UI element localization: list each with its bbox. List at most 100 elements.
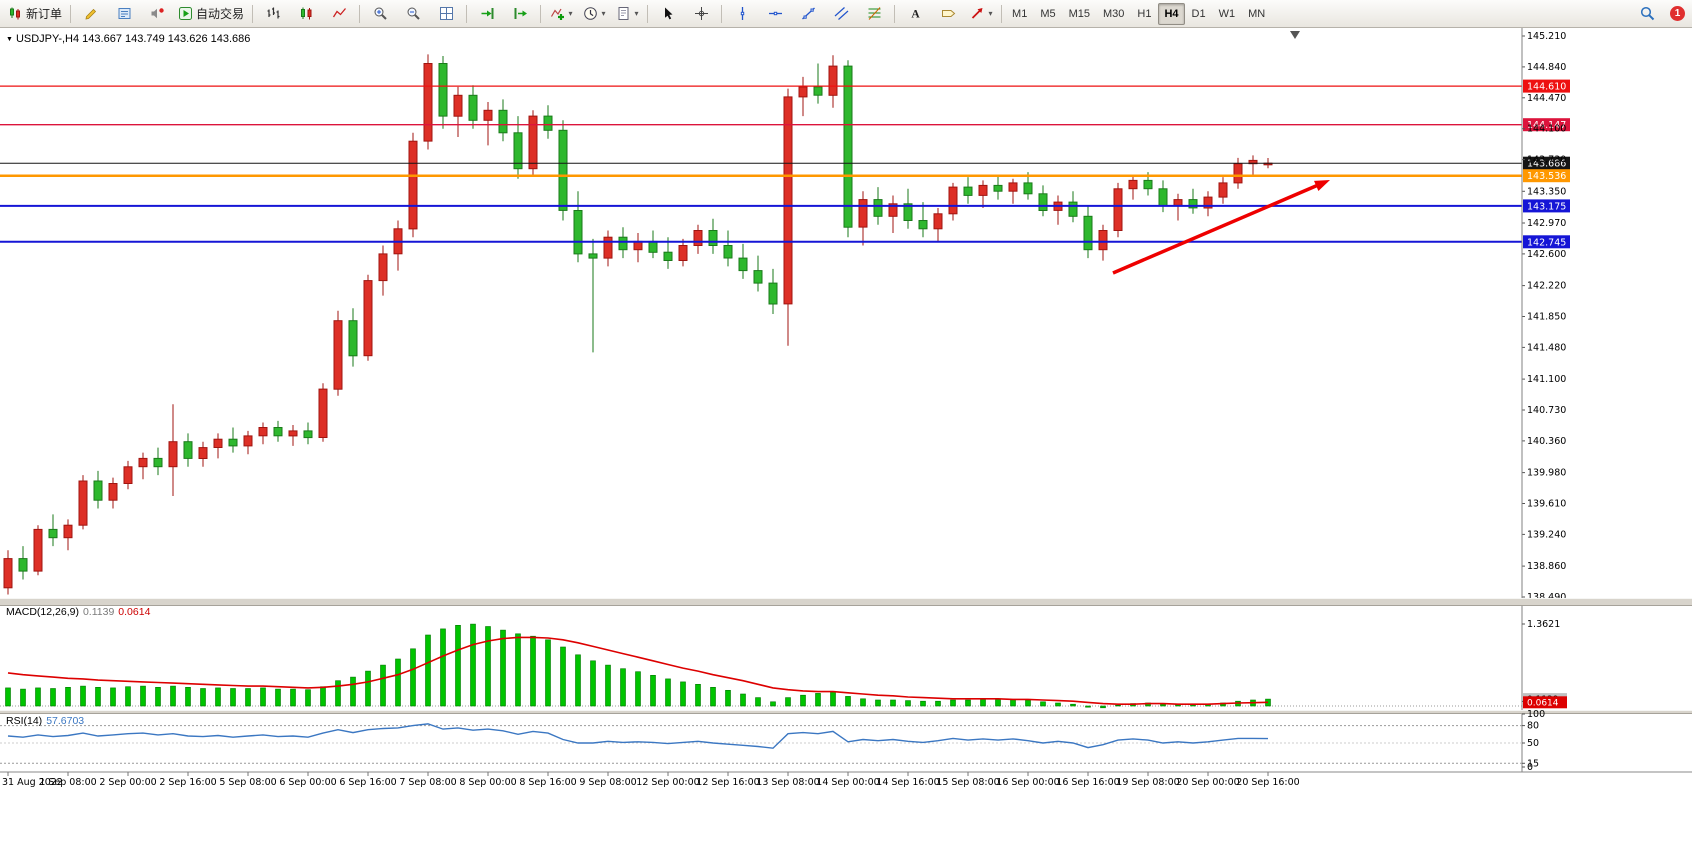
templates-button-dropdown[interactable]: ▾: [634, 9, 639, 18]
rsi-axis-label: 50: [1527, 738, 1539, 749]
arrows-button[interactable]: ▾: [965, 2, 997, 26]
timeframe-button-d1[interactable]: D1: [1191, 7, 1206, 20]
timeframe-button-h4[interactable]: H4: [1158, 2, 1185, 25]
chart-title: ▼ USDJPY-,H4 143.667 143.749 143.626 143.…: [6, 33, 250, 45]
timeframe-button-m5[interactable]: M5: [1040, 7, 1056, 20]
candle: [963, 177, 973, 204]
chart-shift-marker[interactable]: [1290, 31, 1300, 39]
candle: [768, 268, 778, 314]
collapse-triangle-icon[interactable]: ▼: [6, 36, 13, 43]
arrows-button-dropdown[interactable]: ▾: [988, 9, 993, 18]
candle: [468, 85, 478, 129]
periods-button[interactable]: ▾: [578, 2, 610, 26]
line-chart-button[interactable]: [323, 2, 355, 26]
candle: [843, 60, 853, 238]
price-tag-143.536: 143.536: [1523, 169, 1570, 183]
timeframe-button-m30[interactable]: M30: [1103, 7, 1125, 20]
toolbar-separator: [359, 4, 361, 23]
autotrade-button-label: 自动交易: [196, 7, 245, 21]
timeframe-button-mn[interactable]: MN: [1248, 7, 1266, 20]
candle: [1083, 205, 1093, 259]
indicators-button-dropdown[interactable]: ▾: [568, 9, 573, 18]
time-axis-label: 5 Sep 08:00: [219, 777, 276, 788]
periods-button-dropdown[interactable]: ▾: [601, 9, 606, 18]
crosshair-icon: [694, 7, 708, 20]
macd-signal-line: [7, 636, 1269, 706]
toolbar-right: 1: [1631, 2, 1688, 26]
time-axis-label: 8 Sep 00:00: [459, 777, 516, 788]
price-axis-label: 141.480: [1527, 342, 1566, 353]
candle: [153, 447, 163, 476]
new-chart-button[interactable]: [430, 2, 462, 26]
new-order-button-label: 新订单: [26, 7, 63, 21]
time-axis-label: 16 Sep 16:00: [1056, 777, 1119, 788]
price-axis-label: 142.970: [1527, 218, 1566, 229]
cursor-button[interactable]: [652, 2, 684, 26]
candle: [408, 132, 418, 238]
price-axis-label: 144.100: [1527, 124, 1566, 135]
toolbar-separator: [647, 4, 649, 23]
candle: [63, 519, 73, 551]
autotrade-button[interactable]: 自动交易: [174, 2, 248, 26]
vertical-line-button[interactable]: [726, 2, 758, 26]
text-label-button[interactable]: [932, 2, 964, 26]
notification-badge[interactable]: 1: [1670, 6, 1685, 21]
candle: [258, 422, 268, 445]
indicators-button[interactable]: ▾: [545, 2, 577, 26]
macd-name: MACD(12,26,9): [6, 606, 79, 618]
candle: [528, 110, 538, 175]
panel-separator[interactable]: [0, 598, 1692, 606]
metaeditor-button[interactable]: [75, 2, 107, 26]
candle: [48, 514, 58, 547]
label-icon: [941, 10, 955, 17]
panel-separator[interactable]: [0, 710, 1692, 714]
macd-indicator-label: MACD(12,26,9) 0.1139 0.0614: [6, 606, 150, 618]
channel-button[interactable]: [825, 2, 857, 26]
candle: [573, 191, 583, 263]
horizontal-line-button[interactable]: [759, 2, 791, 26]
trend-arrow[interactable]: [1112, 180, 1330, 275]
chart-ohlc-values: 143.667 143.749 143.626 143.686: [82, 33, 251, 45]
rsi-axis-label: 0: [1527, 762, 1533, 773]
timeframe-button-w1[interactable]: W1: [1218, 7, 1236, 20]
chart-shift-button[interactable]: [504, 2, 536, 26]
candle: [918, 202, 928, 238]
time-axis-label: 31 Aug 2022: [2, 777, 63, 788]
text-button[interactable]: A: [899, 2, 931, 26]
zoom-out-button[interactable]: [397, 2, 429, 26]
candle: [243, 430, 253, 455]
price-tag-144.147: 144.147: [1523, 118, 1570, 132]
svg-text:143.536: 143.536: [1527, 171, 1566, 182]
timeframe-button-m15[interactable]: M15: [1068, 7, 1090, 20]
auto-scroll-button[interactable]: [471, 2, 503, 26]
candle: [183, 433, 193, 467]
rsi-line: [7, 723, 1269, 749]
crosshair-button[interactable]: [685, 2, 717, 26]
timeframe-button-h1[interactable]: H1: [1137, 7, 1152, 20]
time-axis-label: 16 Sep 00:00: [996, 777, 1059, 788]
new-order-button[interactable]: 新订单: [4, 2, 66, 26]
time-axis-label: 13 Sep 08:00: [756, 777, 819, 788]
alerts-button[interactable]: [141, 2, 173, 26]
text-icon: A: [911, 9, 920, 21]
market-depth-button[interactable]: [108, 2, 140, 26]
templates-button[interactable]: ▾: [611, 2, 643, 26]
bar-chart-button[interactable]: [257, 2, 289, 26]
bars-icon: [267, 7, 280, 19]
candle: [288, 425, 298, 446]
candle: [903, 188, 913, 229]
rsi-indicator-label: RSI(14) 57.6703: [6, 715, 84, 727]
trendline-button[interactable]: [792, 2, 824, 26]
candle: [228, 427, 238, 453]
candle: [3, 550, 13, 595]
timeframe-button-m1[interactable]: M1: [1012, 7, 1028, 20]
zoom-in-button[interactable]: [364, 2, 396, 26]
candle: [648, 230, 658, 259]
search-button[interactable]: [1631, 2, 1663, 26]
price-axis-label: 138.860: [1527, 561, 1566, 572]
toolbar-separator: [70, 4, 72, 23]
candle: [318, 383, 328, 442]
fibonacci-button[interactable]: [858, 2, 890, 26]
candlestick-chart-button[interactable]: [290, 2, 322, 26]
